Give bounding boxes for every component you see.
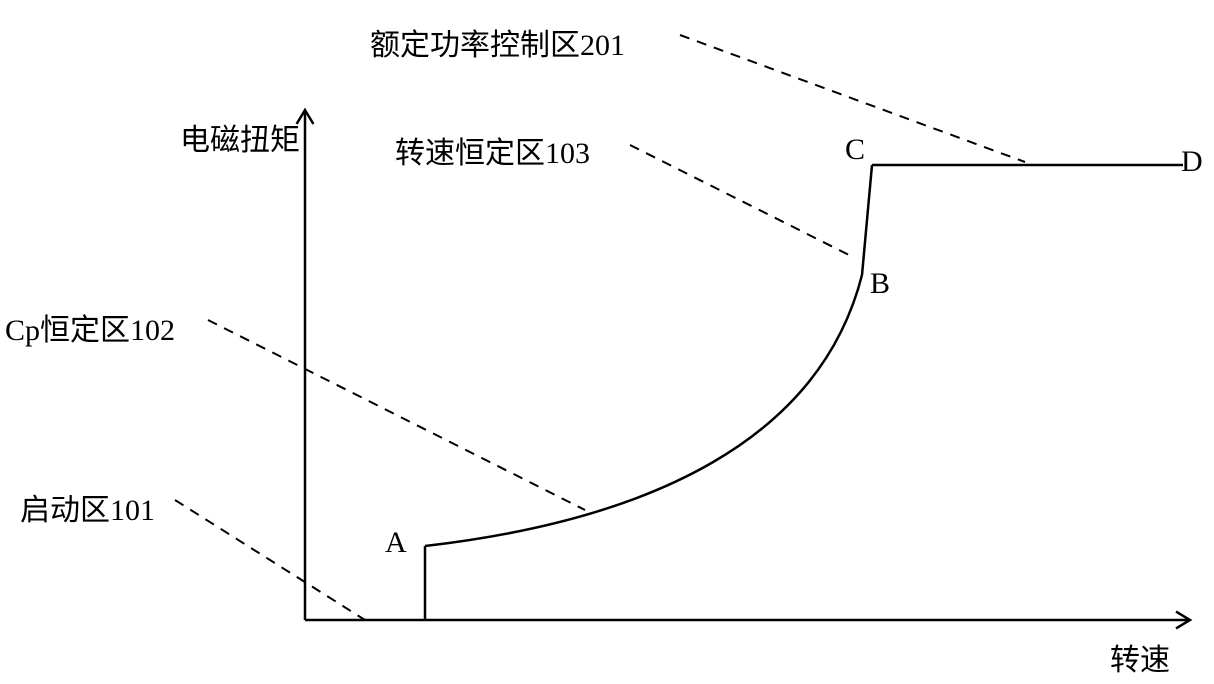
point-label-c: C	[845, 133, 865, 167]
speed-constant-segment	[862, 165, 872, 275]
startup-region-label: 启动区101	[20, 485, 155, 529]
y-axis-label: 电磁扭矩	[180, 115, 300, 159]
torque-speed-chart: 电磁扭矩 转速 A B C D 启动区101 Cp恒定区102 转速恒定区103…	[0, 0, 1214, 679]
startup-leader-line	[175, 500, 365, 620]
rated-power-region-label: 额定功率控制区201	[370, 20, 625, 64]
point-label-d: D	[1181, 145, 1203, 179]
speed-constant-region-label: 转速恒定区103	[395, 128, 590, 172]
point-label-b: B	[870, 267, 890, 301]
cp-leader-line	[208, 320, 585, 510]
speed-leader-line	[630, 145, 855, 258]
x-axis-label: 转速	[1110, 635, 1170, 679]
point-label-a: A	[385, 526, 407, 560]
cp-constant-curve	[425, 275, 862, 546]
chart-svg	[0, 0, 1214, 679]
cp-constant-region-label: Cp恒定区102	[5, 305, 175, 349]
